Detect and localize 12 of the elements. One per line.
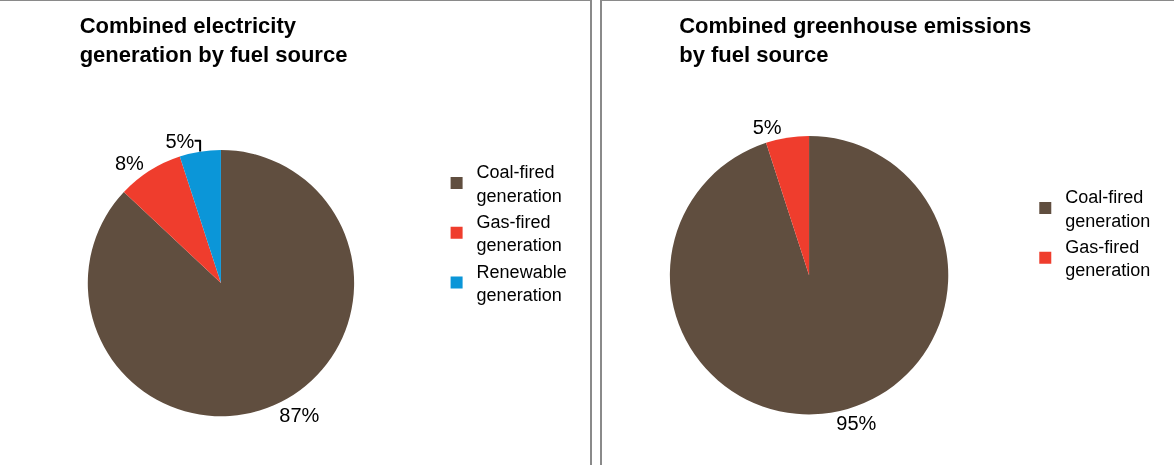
legend-label: Gas-fired generation: [1065, 237, 1151, 281]
data-label: 5%: [165, 129, 195, 152]
data-label: 95%: [836, 412, 877, 435]
chart-title: Combined greenhouse emissions by fuel source: [679, 13, 1032, 68]
chart-title: Combined electricity generation by fuel source: [79, 13, 348, 68]
legend-label: Renewable generation: [476, 261, 567, 306]
legend-label: Coal-fired generation: [476, 162, 562, 206]
data-label: 87%: [279, 403, 320, 426]
data-label: 5%: [752, 116, 782, 139]
legend-label: Coal-fired generation: [1065, 187, 1151, 231]
data-label: 8%: [114, 151, 145, 174]
legend-label: Gas-fired generation: [476, 212, 562, 256]
